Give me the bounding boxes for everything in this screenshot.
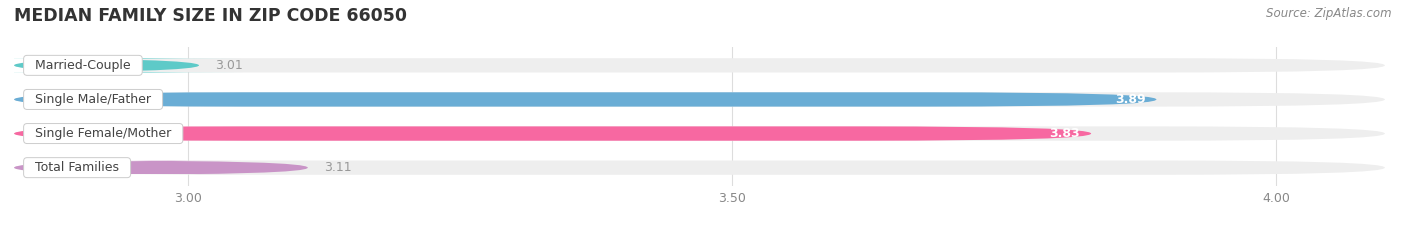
FancyBboxPatch shape: [14, 58, 1385, 72]
Text: 3.11: 3.11: [325, 161, 352, 174]
FancyBboxPatch shape: [14, 92, 1157, 107]
FancyBboxPatch shape: [14, 126, 1091, 141]
Text: 3.83: 3.83: [1050, 127, 1080, 140]
Text: 3.01: 3.01: [215, 59, 243, 72]
FancyBboxPatch shape: [14, 161, 308, 175]
Text: Total Families: Total Families: [27, 161, 127, 174]
Text: MEDIAN FAMILY SIZE IN ZIP CODE 66050: MEDIAN FAMILY SIZE IN ZIP CODE 66050: [14, 7, 408, 25]
Text: Source: ZipAtlas.com: Source: ZipAtlas.com: [1267, 7, 1392, 20]
Text: Single Female/Mother: Single Female/Mother: [27, 127, 180, 140]
Text: Married-Couple: Married-Couple: [27, 59, 139, 72]
FancyBboxPatch shape: [14, 92, 1385, 107]
Text: Single Male/Father: Single Male/Father: [27, 93, 159, 106]
FancyBboxPatch shape: [14, 126, 1385, 141]
FancyBboxPatch shape: [0, 58, 242, 72]
FancyBboxPatch shape: [14, 161, 1385, 175]
Text: 3.89: 3.89: [1115, 93, 1146, 106]
